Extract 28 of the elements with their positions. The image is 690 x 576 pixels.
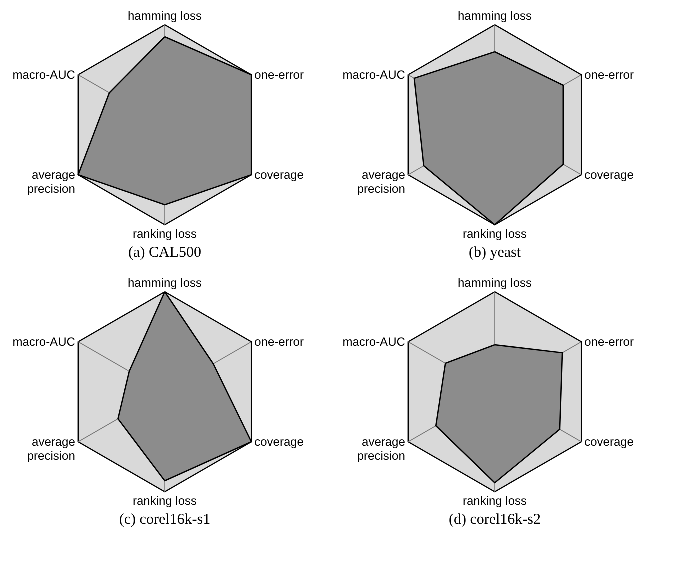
spoke-label: macro-AUC [12, 335, 76, 349]
spoke-label: coverage [254, 435, 304, 449]
spoke-label: one-error [584, 335, 634, 349]
spoke-label: one-error [254, 335, 304, 349]
text: (d) corel16k-s2 [448, 512, 542, 528]
spoke-label: average precision [357, 168, 406, 196]
spoke-label: macro-AUC [12, 68, 76, 82]
spoke-label: hamming loss [128, 276, 202, 290]
spoke-label: average precision [27, 168, 76, 196]
spoke-label: hamming loss [458, 276, 532, 290]
spoke-label: one-error [584, 68, 634, 82]
spoke-label: one-error [254, 68, 304, 82]
spoke-label: ranking loss [132, 494, 198, 508]
spoke-label: macro-AUC [342, 335, 406, 349]
spoke-label: coverage [584, 435, 634, 449]
spoke-label: coverage [254, 168, 304, 182]
text: (a) CAL500 [128, 245, 202, 261]
spoke-label: ranking loss [132, 227, 198, 241]
text: (b) yeast [468, 245, 522, 261]
spoke-label: coverage [584, 168, 634, 182]
spoke-label: ranking loss [462, 227, 528, 241]
spoke-label: hamming loss [128, 9, 202, 23]
spoke-label: ranking loss [462, 494, 528, 508]
text: (c) corel16k-s1 [119, 512, 211, 528]
spoke-label: average precision [357, 435, 406, 463]
spoke-label: average precision [27, 435, 76, 463]
spoke-label: macro-AUC [342, 68, 406, 82]
spoke-label: hamming loss [458, 9, 532, 23]
